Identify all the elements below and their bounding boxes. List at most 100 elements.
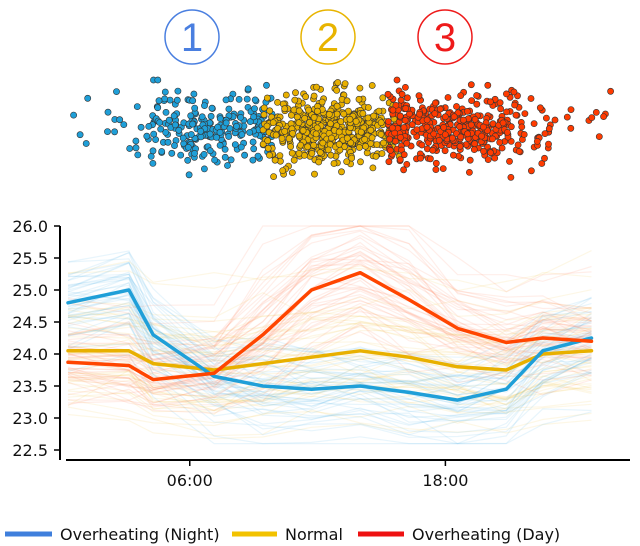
scatter-point-normal bbox=[333, 87, 341, 94]
scatter-point-day bbox=[385, 158, 393, 166]
scatter-point-normal bbox=[304, 143, 311, 151]
member-trace-day bbox=[67, 288, 592, 394]
scatter-point-night bbox=[250, 145, 258, 153]
scatter-point-normal bbox=[330, 160, 338, 167]
scatter-point-normal bbox=[276, 152, 284, 159]
scatter-point-normal bbox=[291, 96, 299, 104]
scatter-point-night bbox=[171, 121, 179, 129]
scatter-point-night bbox=[206, 130, 214, 138]
scatter-point-normal bbox=[281, 127, 289, 135]
scatter-point-night bbox=[132, 144, 140, 152]
scatter-point-day bbox=[479, 123, 487, 131]
scatter-point-night bbox=[84, 94, 92, 102]
scatter-point-day bbox=[530, 120, 538, 127]
scatter-point-day bbox=[471, 140, 479, 148]
scatter-point-day bbox=[510, 88, 518, 96]
member-trace-normal bbox=[67, 369, 592, 410]
scatter-point-night bbox=[251, 105, 258, 112]
scatter-point-night bbox=[116, 116, 124, 124]
scatter-point-night bbox=[132, 137, 140, 145]
scatter-point-night bbox=[237, 143, 245, 151]
member-trace-night bbox=[67, 293, 592, 415]
scatter-point-day bbox=[545, 140, 552, 148]
scatter-point-normal bbox=[288, 169, 296, 176]
scatter-point-day bbox=[396, 112, 404, 120]
member-trace-day bbox=[67, 254, 592, 371]
scatter-point-day bbox=[401, 84, 409, 91]
scatter-point-day bbox=[415, 92, 423, 100]
scatter-point-day bbox=[441, 131, 449, 138]
scatter-point-day bbox=[515, 147, 523, 155]
scatter-point-normal bbox=[341, 80, 349, 87]
member-trace-day bbox=[67, 225, 592, 344]
scatter-point-day bbox=[497, 105, 504, 113]
member-trace-day bbox=[67, 295, 592, 390]
cluster-scatter bbox=[70, 76, 614, 181]
scatter-point-night bbox=[197, 133, 205, 141]
scatter-point-day bbox=[400, 151, 408, 159]
member-trace-night bbox=[67, 304, 592, 414]
scatter-point-normal bbox=[340, 110, 348, 118]
y-tick-label: 22.5 bbox=[12, 441, 48, 460]
y-tick-labels: 22.5 23.0 23.5 24.0 24.5 25.0 25.5 26.0 bbox=[12, 217, 60, 460]
member-trace-normal bbox=[67, 400, 592, 427]
scatter-point-normal bbox=[375, 107, 383, 115]
scatter-point-night bbox=[225, 105, 233, 113]
scatter-point-normal bbox=[316, 149, 324, 156]
scatter-point-day bbox=[551, 116, 559, 124]
scatter-point-night bbox=[104, 128, 111, 135]
scatter-point-day bbox=[439, 165, 447, 172]
scatter-point-normal bbox=[343, 158, 351, 165]
legend-label-day: Overheating (Day) bbox=[412, 525, 560, 544]
scatter-point-day bbox=[502, 90, 510, 98]
scatter-point-normal bbox=[282, 91, 290, 99]
scatter-point-night bbox=[161, 95, 168, 103]
scatter-point-normal bbox=[370, 112, 378, 120]
scatter-point-day bbox=[498, 144, 506, 152]
member-trace-normal bbox=[67, 309, 592, 343]
scatter-point-day bbox=[444, 94, 452, 101]
scatter-point-normal bbox=[279, 167, 287, 174]
scatter-point-day bbox=[397, 133, 404, 141]
scatter-point-night bbox=[177, 151, 185, 159]
scatter-point-day bbox=[507, 123, 515, 131]
member-trace-normal bbox=[67, 384, 592, 415]
scatter-point-night bbox=[76, 131, 84, 139]
scatter-point-day bbox=[491, 154, 499, 162]
scatter-point-day bbox=[384, 118, 392, 125]
scatter-point-day bbox=[423, 123, 431, 131]
member-trace-day bbox=[67, 230, 592, 362]
scatter-point-night bbox=[233, 122, 240, 130]
scatter-point-day bbox=[503, 128, 511, 136]
scatter-point-day bbox=[520, 131, 528, 138]
scatter-point-day bbox=[563, 113, 571, 121]
scatter-point-night bbox=[133, 103, 141, 110]
scatter-point-day bbox=[448, 134, 456, 142]
scatter-point-normal bbox=[378, 150, 386, 157]
scatter-point-day bbox=[489, 135, 496, 143]
member-trace-normal bbox=[67, 377, 592, 406]
scatter-point-normal bbox=[293, 113, 301, 121]
scatter-point-day bbox=[389, 106, 397, 114]
scatter-point-normal bbox=[295, 119, 303, 127]
member-trace-day bbox=[67, 286, 592, 392]
scatter-point-normal bbox=[259, 140, 267, 148]
scatter-point-day bbox=[386, 135, 393, 143]
member-trace-night bbox=[67, 312, 592, 425]
member-traces bbox=[67, 225, 592, 445]
scatter-point-normal bbox=[327, 120, 334, 128]
scatter-point-night bbox=[137, 123, 145, 131]
scatter-point-day bbox=[457, 133, 465, 141]
scatter-point-day bbox=[595, 133, 603, 140]
scatter-point-night bbox=[161, 88, 169, 96]
scatter-point-day bbox=[468, 97, 475, 104]
member-trace-normal bbox=[67, 341, 592, 368]
member-trace-night bbox=[67, 250, 592, 367]
member-trace-night bbox=[67, 312, 592, 422]
scatter-point-normal bbox=[263, 94, 271, 102]
scatter-point-day bbox=[467, 121, 475, 129]
scatter-point-night bbox=[225, 133, 233, 140]
scatter-point-normal bbox=[364, 104, 372, 111]
scatter-point-normal bbox=[295, 149, 303, 157]
scatter-point-night bbox=[201, 102, 208, 109]
